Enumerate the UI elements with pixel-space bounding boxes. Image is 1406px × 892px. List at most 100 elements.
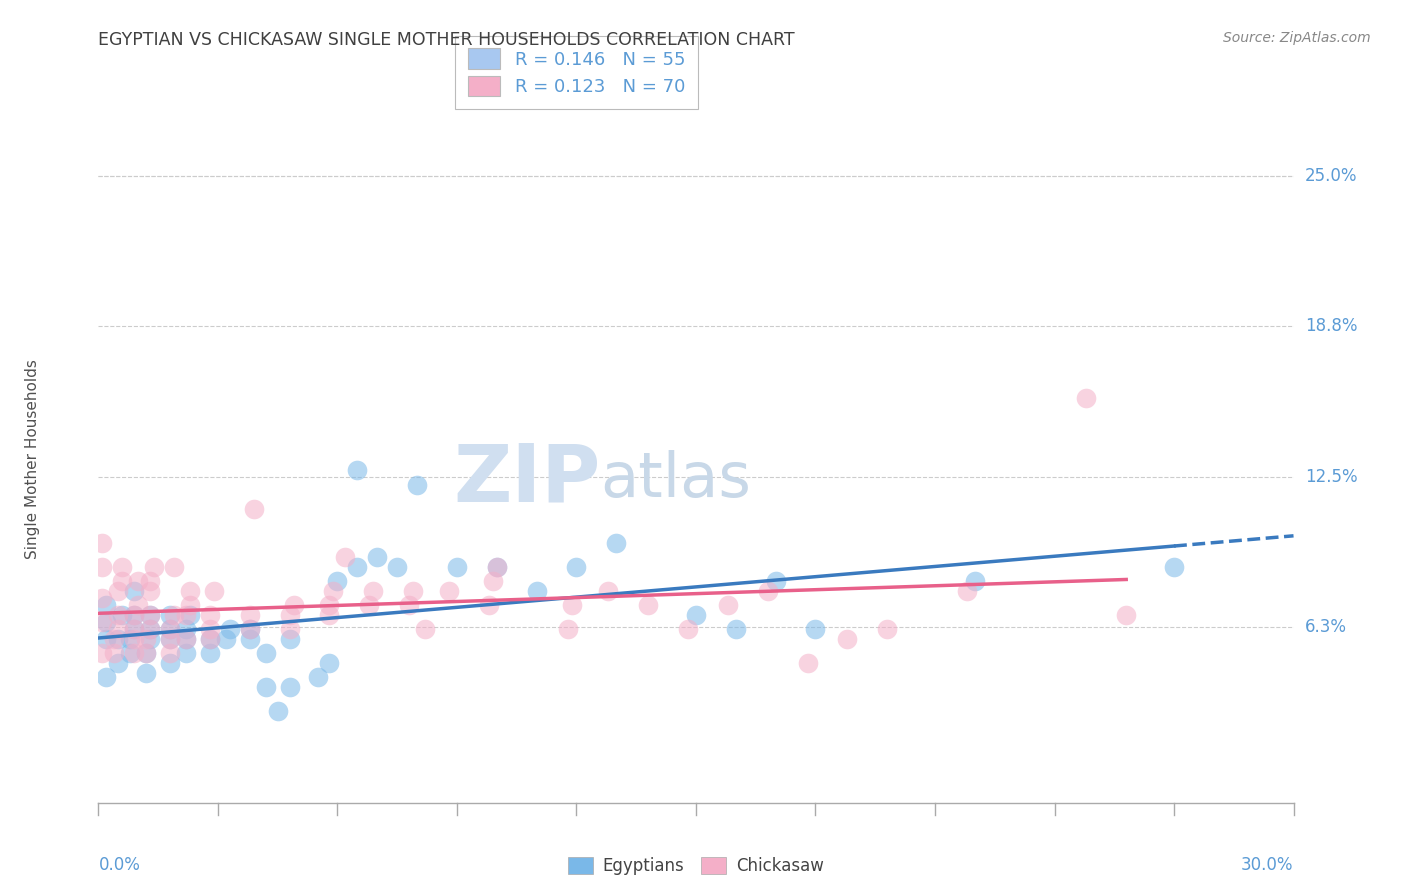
Point xyxy=(107,622,129,636)
Point xyxy=(637,598,659,612)
Point xyxy=(198,607,221,622)
Point xyxy=(139,583,162,598)
Point xyxy=(557,622,579,636)
Point xyxy=(1076,391,1098,405)
Text: 30.0%: 30.0% xyxy=(1241,855,1294,874)
Text: 12.5%: 12.5% xyxy=(1305,468,1357,486)
Point xyxy=(127,574,149,588)
Point xyxy=(307,671,329,685)
Point xyxy=(239,607,262,622)
Point xyxy=(198,632,221,646)
Point xyxy=(139,574,162,588)
Point xyxy=(1115,607,1137,622)
Point xyxy=(139,622,162,636)
Point xyxy=(91,559,114,574)
Text: 25.0%: 25.0% xyxy=(1305,167,1357,186)
Point xyxy=(107,607,129,622)
Point xyxy=(478,598,501,612)
Point xyxy=(103,632,125,646)
Point xyxy=(605,535,627,549)
Point xyxy=(402,583,425,598)
Point xyxy=(198,632,221,646)
Text: Source: ZipAtlas.com: Source: ZipAtlas.com xyxy=(1223,31,1371,45)
Point xyxy=(124,646,146,660)
Point xyxy=(485,559,508,574)
Point xyxy=(413,622,436,636)
Point xyxy=(765,574,787,588)
Point xyxy=(139,632,162,646)
Point xyxy=(135,665,157,680)
Point xyxy=(359,598,381,612)
Point xyxy=(124,632,146,646)
Point xyxy=(318,598,340,612)
Point xyxy=(111,559,134,574)
Point xyxy=(239,622,262,636)
Point xyxy=(346,463,368,477)
Point xyxy=(120,646,142,660)
Point xyxy=(159,607,181,622)
Point xyxy=(163,607,186,622)
Legend: R = 0.146   N = 55, R = 0.123   N = 70: R = 0.146 N = 55, R = 0.123 N = 70 xyxy=(456,36,697,109)
Point xyxy=(96,671,118,685)
Point xyxy=(278,622,301,636)
Point xyxy=(139,607,162,622)
Point xyxy=(96,598,118,612)
Point xyxy=(139,622,162,636)
Point xyxy=(278,607,301,622)
Point xyxy=(1163,559,1185,574)
Point xyxy=(120,632,142,646)
Point xyxy=(139,607,162,622)
Point xyxy=(135,646,157,660)
Point xyxy=(215,632,238,646)
Text: Single Mother Households: Single Mother Households xyxy=(25,359,41,559)
Text: EGYPTIAN VS CHICKASAW SINGLE MOTHER HOUSEHOLDS CORRELATION CHART: EGYPTIAN VS CHICKASAW SINGLE MOTHER HOUS… xyxy=(98,31,794,49)
Point xyxy=(198,646,221,660)
Point xyxy=(685,607,707,622)
Point xyxy=(111,574,134,588)
Text: 6.3%: 6.3% xyxy=(1305,618,1347,636)
Point xyxy=(804,622,827,636)
Point xyxy=(135,632,157,646)
Point xyxy=(876,622,898,636)
Point xyxy=(91,535,114,549)
Text: ZIP: ZIP xyxy=(453,441,600,519)
Point xyxy=(159,656,181,670)
Point xyxy=(254,646,277,660)
Point xyxy=(174,632,197,646)
Point xyxy=(135,646,157,660)
Point xyxy=(267,704,290,718)
Point xyxy=(796,656,818,670)
Point xyxy=(124,607,146,622)
Point xyxy=(446,559,468,574)
Point xyxy=(398,598,420,612)
Point xyxy=(254,680,277,694)
Point xyxy=(96,615,118,629)
Point xyxy=(159,622,181,636)
Point xyxy=(107,632,129,646)
Point xyxy=(174,622,197,636)
Point xyxy=(124,583,146,598)
Point xyxy=(198,622,221,636)
Point xyxy=(91,591,114,605)
Point xyxy=(91,646,114,660)
Point xyxy=(598,583,620,598)
Point xyxy=(526,583,548,598)
Point xyxy=(179,607,201,622)
Point xyxy=(103,646,125,660)
Point xyxy=(318,607,340,622)
Point xyxy=(159,622,181,636)
Point xyxy=(174,607,197,622)
Point xyxy=(481,574,505,588)
Point xyxy=(219,622,242,636)
Point xyxy=(124,622,146,636)
Point xyxy=(561,598,583,612)
Point xyxy=(107,656,129,670)
Point xyxy=(322,583,344,598)
Point xyxy=(174,632,197,646)
Point xyxy=(202,583,225,598)
Point xyxy=(143,559,166,574)
Point xyxy=(278,632,301,646)
Point xyxy=(283,598,305,612)
Point xyxy=(159,632,181,646)
Point xyxy=(239,622,262,636)
